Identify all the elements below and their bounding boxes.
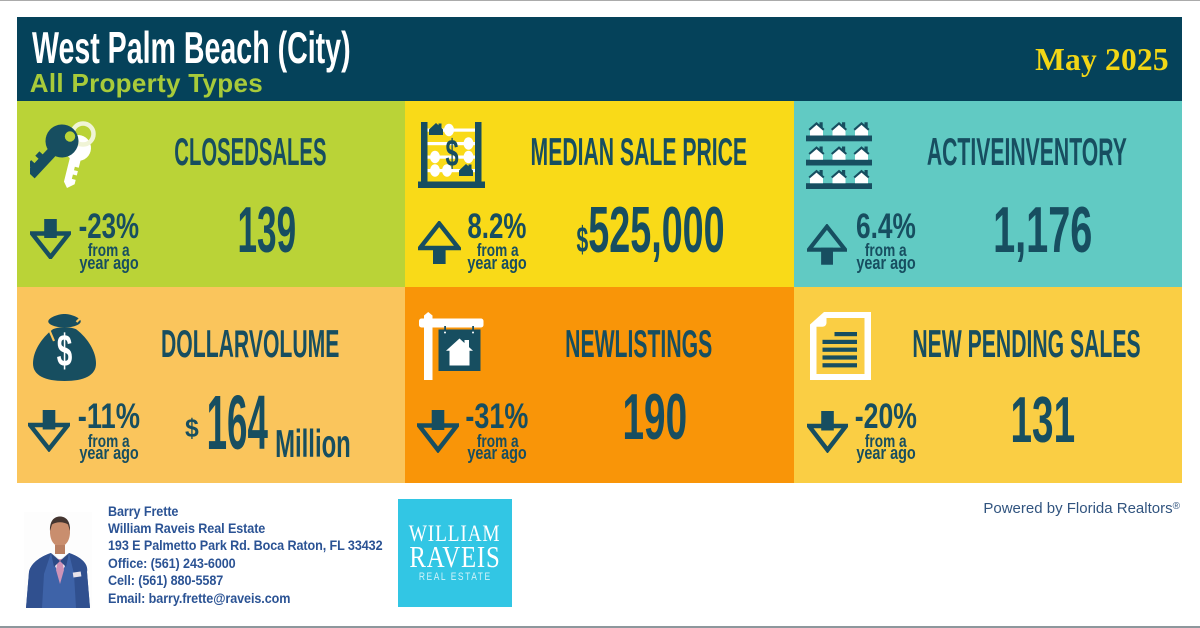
svg-text:$: $ <box>57 325 73 375</box>
svg-text:$: $ <box>445 131 458 174</box>
